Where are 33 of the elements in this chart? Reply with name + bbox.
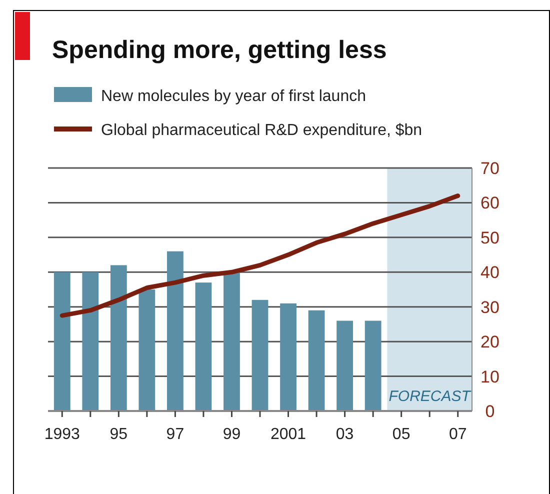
x-tick-label: 07 [448, 426, 467, 443]
bar [308, 310, 325, 411]
x-tick-label: 99 [222, 426, 241, 443]
bar [110, 265, 127, 411]
bar [138, 290, 156, 411]
x-tick-label: 95 [110, 426, 128, 443]
y-tick-label: 50 [480, 228, 500, 248]
x-tick-label: 2001 [270, 426, 306, 443]
line-series [60, 194, 460, 318]
bar [195, 282, 212, 411]
y-tick-label: 20 [480, 332, 500, 352]
x-tick-label: 1993 [44, 426, 80, 443]
x-tick-label: 05 [392, 426, 410, 443]
chart-title: Spending more, getting less [52, 36, 387, 64]
legend-label: Global pharmaceutical R&D expenditure, $bn [101, 122, 422, 139]
x-tick-label: 03 [336, 426, 354, 443]
y-tick-label: 60 [480, 194, 500, 213]
y-tick-label: 30 [480, 298, 500, 317]
bar [82, 272, 99, 411]
y-tick-label: 40 [480, 263, 500, 282]
bar [224, 272, 240, 411]
bar [167, 251, 184, 411]
bar [364, 320, 382, 411]
bar [54, 272, 70, 411]
bar [252, 300, 268, 411]
band-label: FORECAST [388, 388, 472, 405]
x-tick-label: 97 [166, 426, 184, 443]
bar [336, 320, 353, 411]
y-tick-label: 70 [480, 159, 500, 178]
legend-label: New molecules by year of first launch [101, 88, 366, 105]
y-tick-label: 0 [485, 402, 495, 421]
y-tick-label: 10 [480, 367, 500, 386]
bar [280, 303, 296, 411]
